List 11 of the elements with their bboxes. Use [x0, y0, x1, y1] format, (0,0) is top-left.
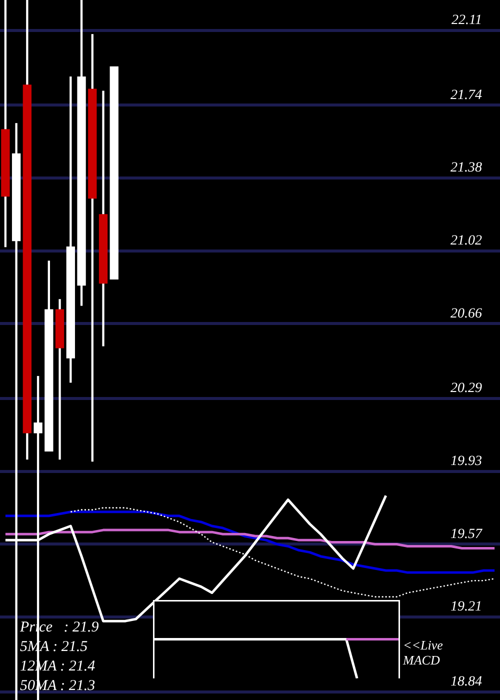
annotation: <<Live MACD — [402, 637, 444, 668]
y-tick-label: 18.84 — [450, 674, 482, 690]
y-tick-label: 20.29 — [450, 381, 482, 396]
y-tick-label: 19.57 — [450, 526, 483, 542]
y-tick-label: 22.11 — [452, 13, 482, 28]
y-tick-label: 19.93 — [450, 454, 482, 470]
y-tick-label: 21.74 — [450, 88, 482, 103]
y-tick-label: 20.66 — [450, 306, 482, 322]
y-tick-label: 21.38 — [450, 160, 482, 176]
y-tick-label: 21.02 — [450, 234, 482, 249]
y-tick-label: 19.21 — [450, 600, 482, 615]
